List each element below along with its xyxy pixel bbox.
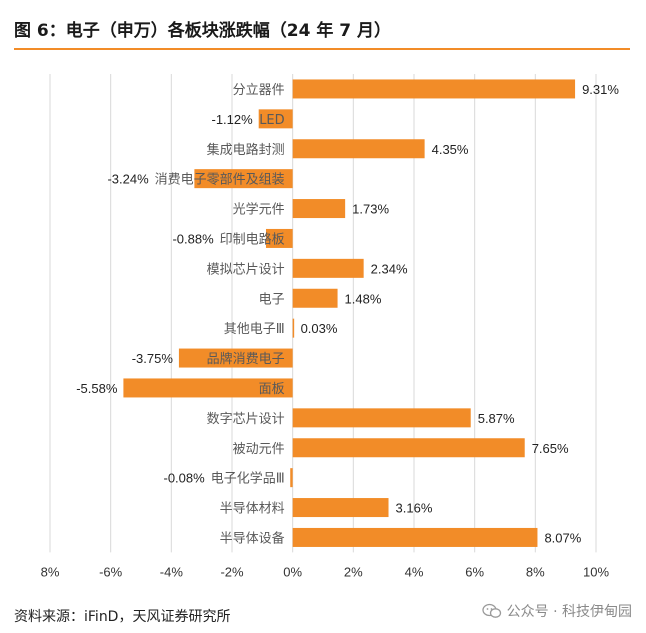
value-label: -5.58% (76, 381, 118, 396)
bar (292, 139, 425, 159)
bar (194, 169, 293, 189)
watermark: 公众号 · 科技伊甸园 (481, 601, 632, 621)
x-tick-label: 10% (583, 564, 609, 579)
value-labels: 9.31% -1.12% 4.35% -3.24% 1.73% -0.88% 2.34% 1.… (76, 82, 619, 546)
category-label: 光学元件 (233, 202, 285, 218)
x-tick-label: 8% (41, 564, 60, 579)
x-tick-label: 0% (283, 564, 302, 579)
value-label: 1.73% (352, 202, 389, 217)
x-tick-label: -2% (220, 564, 244, 579)
category-label: 品牌消费电子 (207, 351, 285, 367)
title-rule (14, 48, 630, 50)
value-label: 9.31% (582, 82, 619, 97)
bar-chart: 分立器件LED集成电路封测消费电子零部件及组装光学元件印制电路板模拟芯片设计电子… (41, 74, 619, 579)
value-label: -0.08% (163, 471, 205, 486)
value-label: 0.03% (301, 321, 338, 336)
category-label: 消费电子零部件及组装 (155, 173, 285, 188)
x-tick-label: 8% (526, 564, 545, 579)
value-label: -3.24% (107, 172, 149, 187)
bar (265, 228, 293, 248)
bars (123, 79, 576, 547)
category-label: LED (259, 113, 284, 128)
value-label: 8.07% (544, 530, 581, 545)
x-axis-tick-labels: 8% -6% -4% -2% 0% 2% 4% 6% 8% 10% (41, 564, 610, 579)
category-labels: 分立器件LED集成电路封测消费电子零部件及组装光学元件印制电路板模拟芯片设计电子… (155, 83, 285, 547)
bar (178, 348, 293, 368)
bar (292, 318, 295, 338)
bar (292, 498, 389, 518)
chart-title: 图 6：电子（申万）各板块涨跌幅（24 年 7 月） (14, 21, 391, 41)
bar (290, 468, 293, 488)
category-label: 电子 (259, 292, 285, 307)
bar (292, 288, 338, 308)
bar (258, 109, 293, 129)
bar (292, 79, 576, 99)
bar (292, 527, 538, 547)
bar (292, 199, 346, 219)
category-label: 半导体材料 (220, 502, 285, 517)
category-label: 印制电路板 (220, 231, 285, 247)
category-label: 数字芯片设计 (207, 412, 285, 427)
category-label: 其他电子Ⅲ (224, 322, 285, 337)
value-label: -0.88% (172, 231, 214, 246)
bar (292, 408, 471, 428)
category-label: 模拟芯片设计 (207, 262, 285, 277)
wechat-icon (481, 603, 501, 618)
value-label: -1.12% (211, 112, 253, 127)
value-label: 5.87% (478, 411, 515, 426)
category-label: 半导体设备 (220, 530, 285, 546)
x-tick-label: 4% (405, 564, 424, 579)
bar (292, 258, 364, 278)
category-label: 被动元件 (233, 442, 285, 457)
category-label: 分立器件 (233, 83, 285, 98)
source-note: 资料来源：iFinD，天风证券研究所 (14, 609, 231, 625)
value-label: 1.48% (345, 291, 382, 306)
value-label: 3.16% (396, 501, 433, 516)
x-tick-label: -6% (99, 564, 123, 579)
watermark-text: 公众号 · 科技伊甸园 (506, 604, 632, 620)
bar (292, 438, 525, 458)
value-label: -3.75% (132, 351, 174, 366)
bar (123, 378, 293, 398)
x-tick-label: 2% (344, 564, 363, 579)
category-label: 面板 (259, 382, 285, 397)
value-label: 7.65% (532, 441, 569, 456)
category-label: 电子化学品Ⅲ (211, 471, 285, 487)
category-label: 集成电路封测 (207, 142, 285, 158)
x-tick-label: -4% (160, 564, 184, 579)
value-label: 2.34% (371, 261, 408, 276)
value-label: 4.35% (432, 142, 469, 157)
x-tick-label: 6% (465, 564, 484, 579)
